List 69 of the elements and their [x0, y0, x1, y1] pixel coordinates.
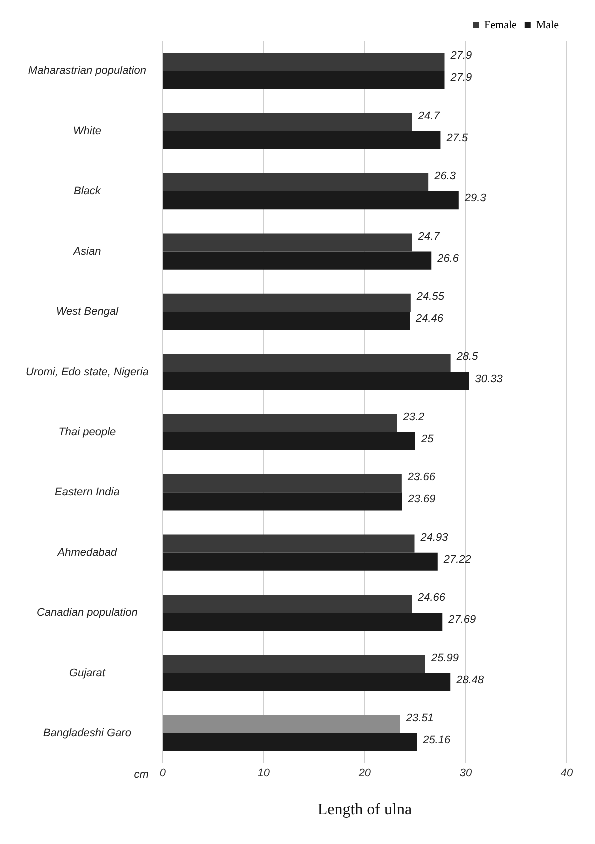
- y-tick-label: West Bengal: [56, 306, 120, 318]
- data-label: 28.48: [456, 674, 486, 686]
- bar: [163, 53, 445, 72]
- bar: [163, 534, 415, 553]
- data-label: 25: [420, 434, 435, 446]
- data-label: 27.9: [450, 72, 472, 84]
- x-tick-label: 30: [460, 767, 473, 780]
- text: cm: [134, 769, 149, 782]
- bar: [163, 474, 402, 493]
- bar: [163, 234, 412, 252]
- x-tick-label: 40: [560, 767, 574, 780]
- data-label: 27.69: [448, 614, 476, 626]
- data-label: 23.66: [406, 472, 436, 484]
- x-tick-label: 0: [160, 767, 167, 780]
- x-axis-title: Length of ulna: [318, 802, 412, 819]
- bar: [163, 432, 416, 450]
- legend-label: Female: [484, 19, 518, 32]
- data-label: 27.5: [446, 132, 470, 144]
- data-label: 24.46: [415, 313, 444, 326]
- bar: [163, 594, 412, 614]
- bar: [163, 252, 432, 270]
- y-tick-label: Maharastrian population: [28, 65, 146, 78]
- data-label: 27.22: [442, 554, 472, 566]
- y-tick-label: Canadian population: [36, 607, 138, 620]
- data-label: 24.7: [417, 230, 441, 243]
- data-label: 23.69: [407, 494, 436, 506]
- data-label: 24.55: [416, 291, 446, 304]
- y-tick-label: Uromi, Edo state, Nigeria: [26, 366, 149, 378]
- bar: [163, 294, 411, 312]
- bar: [163, 113, 412, 132]
- bar: [163, 655, 426, 674]
- data-label: 23.2: [402, 411, 425, 424]
- bar: [163, 613, 443, 632]
- data-label: 27.9: [450, 50, 472, 62]
- x-tick-label: 20: [358, 767, 372, 780]
- y-tick-label: White: [73, 125, 102, 138]
- bar: [163, 414, 398, 432]
- bar: [163, 71, 445, 90]
- data-label: 25.99: [430, 652, 459, 664]
- data-label: 24.7: [417, 110, 441, 122]
- y-tick-label: Ahmedabad: [56, 546, 118, 559]
- bar: [163, 733, 418, 752]
- data-label: 26.6: [436, 252, 460, 265]
- data-label: 25.16: [422, 734, 452, 747]
- bar: [163, 372, 470, 390]
- bar: [163, 312, 410, 330]
- bar: [163, 492, 402, 511]
- data-label: 29.3: [464, 192, 488, 205]
- y-tick-label: Eastern India: [55, 486, 120, 499]
- data-label: 28.5: [456, 351, 480, 364]
- x-tick-label: 10: [258, 767, 271, 780]
- y-tick-label: Thai people: [58, 426, 116, 438]
- y-tick-label: Asian: [72, 246, 102, 258]
- bar: [163, 715, 400, 734]
- bar: [163, 673, 451, 692]
- bar: [163, 354, 451, 372]
- y-tick-label: Bangladeshi Garo: [43, 728, 132, 740]
- y-tick-label: Gujarat: [69, 667, 106, 680]
- data-label: 26.3: [434, 170, 457, 183]
- legend-label: Male: [536, 19, 560, 32]
- data-label: 24.66: [417, 592, 446, 604]
- data-label: 24.93: [420, 532, 450, 544]
- data-label: 30.33: [475, 373, 504, 386]
- data-label: 23.51: [405, 712, 434, 725]
- bar: [163, 192, 459, 210]
- bar: [163, 552, 438, 571]
- y-tick-label: Black: [74, 186, 102, 198]
- bar: [163, 131, 441, 150]
- bar: [163, 173, 429, 192]
